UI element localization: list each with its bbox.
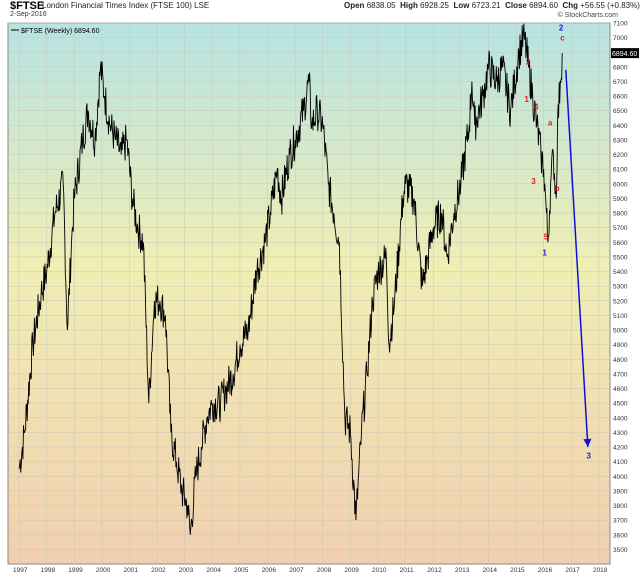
y-tick-label: 5400 — [613, 269, 628, 276]
last-value-marker: 6894.60 — [611, 48, 639, 59]
y-tick-label: 4100 — [613, 459, 628, 466]
open-value: 6838.05 — [366, 1, 396, 10]
stockcharts-brand: © StockCharts.com — [557, 12, 618, 19]
x-tick-label: 2009 — [344, 567, 359, 574]
wave-label-red: 3 — [531, 177, 536, 186]
open-label: Open — [344, 1, 365, 10]
y-tick-label: 3900 — [613, 488, 628, 495]
x-axis-labels: 1997 1998 1999 2000 2001 2002 2003 2004 2005 2006… — [13, 567, 608, 574]
x-tick-label: 1997 — [13, 567, 28, 574]
wave-label-red: a — [548, 118, 553, 127]
y-tick-label: 6800 — [613, 64, 628, 71]
x-tick-label: 2012 — [427, 567, 442, 574]
y-tick-label: 3500 — [613, 547, 628, 554]
x-tick-label: 2004 — [206, 567, 221, 574]
y-tick-label: 4900 — [613, 342, 628, 349]
low-label: Low — [453, 1, 470, 10]
arrow-head — [583, 438, 592, 448]
x-tick-label: 2003 — [179, 567, 194, 574]
y-tick-label: 3700 — [613, 518, 628, 525]
high-value: 6928.25 — [420, 1, 449, 10]
chg-label: Chg — [562, 1, 579, 10]
quote-summary: Open 6838.05 High 6928.25 Low 6723.21 Cl… — [344, 1, 640, 10]
arrow-shaft — [565, 69, 589, 448]
y-tick-label: 5000 — [613, 328, 628, 335]
y-tick-label: 4300 — [613, 430, 628, 437]
y-tick-label: 6200 — [613, 152, 628, 159]
y-tick-label: 4700 — [613, 371, 628, 378]
y-tick-label: 6400 — [613, 123, 628, 130]
wave-label-red: 1 — [524, 95, 529, 104]
wave-label-red: 4 — [534, 102, 539, 111]
gridlines — [8, 22, 610, 564]
x-tick-label: 2005 — [234, 567, 249, 574]
x-tick-label: 2000 — [96, 567, 111, 574]
x-tick-label: 2011 — [400, 567, 414, 574]
chg-value: +56.55 (+0.83%) — [580, 1, 640, 10]
low-value: 6723.21 — [471, 1, 501, 10]
y-tick-label: 7100 — [613, 21, 628, 28]
wave-label-blue: 1 — [542, 248, 547, 257]
index-name: London Financial Times Index (FTSE 100) … — [42, 1, 210, 10]
y-tick-label: 7000 — [613, 35, 628, 42]
y-tick-label: 4800 — [613, 357, 628, 364]
high-label: High — [400, 1, 418, 10]
y-tick-label: 3600 — [613, 532, 628, 539]
y-tick-label: 6100 — [613, 167, 628, 174]
y-tick-label: 4200 — [613, 445, 628, 452]
y-axis-labels: 3500 3600 3700 3800 3900 4000 4100 4200 4300 4400… — [613, 21, 628, 554]
x-tick-label: 2008 — [317, 567, 332, 574]
wave-label-blue: 3 — [587, 452, 592, 461]
x-tick-label: 1998 — [41, 567, 56, 574]
last-value-text: 6894.60 — [612, 51, 637, 58]
y-tick-label: 5200 — [613, 298, 628, 305]
ticker-symbol: $FTSE — [10, 0, 45, 12]
y-tick-label: 6600 — [613, 94, 628, 101]
x-tick-label: 2007 — [289, 567, 304, 574]
y-tick-label: 6700 — [613, 79, 628, 86]
x-tick-label: 2016 — [538, 567, 553, 574]
y-tick-label: 5800 — [613, 211, 628, 218]
y-tick-label: 4500 — [613, 401, 628, 408]
y-tick-label: 6500 — [613, 108, 628, 115]
price-line — [18, 23, 563, 535]
x-tick-label: 2015 — [510, 567, 525, 574]
y-tick-label: 5600 — [613, 240, 628, 247]
y-tick-label: 4000 — [613, 474, 628, 481]
legend: $FTSE (Weekly) 6894.60 — [11, 28, 100, 35]
legend-series-label: $FTSE (Weekly) 6894.60 — [21, 28, 100, 35]
y-tick-label: 5100 — [613, 313, 628, 320]
wave-label-red: c — [560, 34, 565, 43]
x-tick-label: 2002 — [151, 567, 166, 574]
close-label: Close — [505, 1, 527, 10]
y-tick-label: 6300 — [613, 137, 628, 144]
y-tick-label: 4600 — [613, 386, 628, 393]
x-tick-label: 2018 — [593, 567, 608, 574]
y-tick-label: 5300 — [613, 284, 628, 291]
y-tick-label: 5500 — [613, 254, 628, 261]
y-tick-label: 5900 — [613, 196, 628, 203]
y-tick-label: 4400 — [613, 415, 628, 422]
x-tick-label: 2013 — [455, 567, 470, 574]
close-value: 6894.60 — [529, 1, 559, 10]
x-tick-label: 2014 — [482, 567, 497, 574]
x-tick-label: 2017 — [565, 567, 580, 574]
y-tick-label: 5700 — [613, 225, 628, 232]
quote-date: 2-Sep-2016 — [10, 11, 47, 18]
wave-label-blue: 2 — [559, 23, 564, 32]
x-tick-label: 2001 — [124, 567, 139, 574]
x-tick-label: 2006 — [262, 567, 277, 574]
x-tick-label: 1999 — [68, 567, 83, 574]
y-tick-label: 3800 — [613, 503, 628, 510]
y-tick-label: 6000 — [613, 181, 628, 188]
x-tick-label: 2010 — [372, 567, 387, 574]
chart-header: $FTSE London Financial Times Index (FTSE… — [0, 0, 640, 22]
last-value-box — [611, 48, 639, 59]
wave-label-red: 5 — [544, 232, 549, 241]
wave-label-red: b — [555, 184, 560, 193]
wave-label-red: 2 — [526, 58, 531, 67]
projection-arrow — [565, 69, 592, 448]
